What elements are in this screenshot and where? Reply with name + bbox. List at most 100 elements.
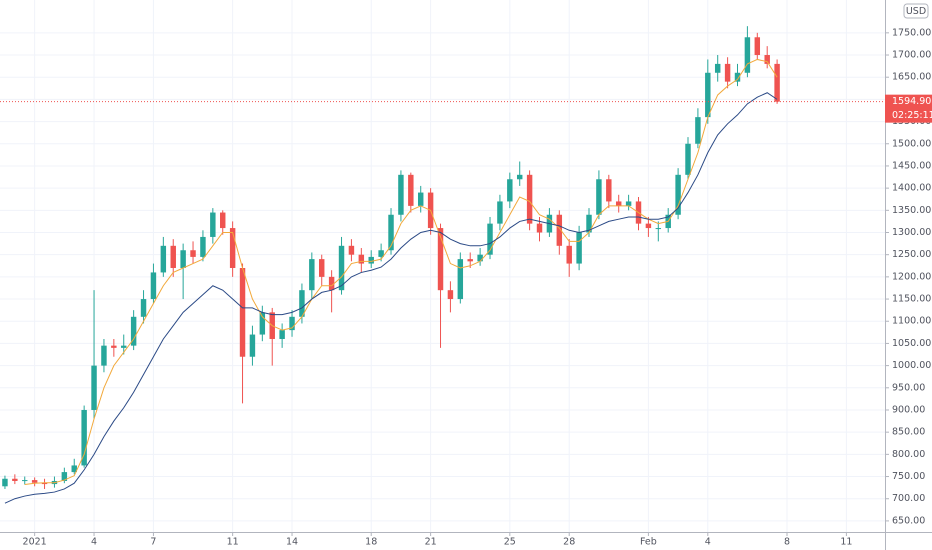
candle-body — [239, 267, 246, 357]
candle-body — [744, 37, 751, 73]
candle-body — [576, 232, 582, 264]
candle-body — [625, 201, 632, 206]
y-tick-label: 1450.00 — [892, 160, 931, 171]
candle-body — [586, 214, 592, 233]
candle-body — [348, 245, 355, 255]
currency-badge[interactable] — [903, 3, 929, 19]
x-tick-label: 8 — [784, 537, 790, 548]
candle-body — [220, 212, 226, 229]
candle-body — [764, 55, 770, 64]
candle-body — [130, 316, 137, 346]
last-price-box — [885, 94, 932, 123]
y-tick-label: 1700.00 — [892, 50, 931, 61]
candle-body — [328, 276, 335, 291]
y-tick-label: 800.00 — [892, 449, 925, 460]
y-tick-label: 1750.00 — [892, 27, 931, 38]
candle-body — [645, 223, 652, 229]
candle-body — [309, 259, 315, 291]
candle-body — [299, 290, 305, 317]
y-tick-label: 1250.00 — [892, 249, 931, 260]
x-tick-label: 28 — [563, 537, 575, 548]
y-tick-label: 1000.00 — [892, 360, 931, 371]
candle-body — [12, 478, 18, 481]
candle-body — [140, 299, 147, 317]
y-tick-label: 1100.00 — [892, 316, 931, 327]
x-tick-label: 11 — [227, 537, 239, 548]
y-tick-label: 750.00 — [892, 471, 925, 482]
y-tick-label: 1350.00 — [892, 205, 931, 216]
candle-body — [467, 259, 473, 262]
candle-body — [685, 143, 691, 175]
candle-body — [101, 345, 107, 366]
candle-body — [259, 312, 266, 335]
moving-average-line — [24, 58, 778, 486]
x-tick-label: 11 — [840, 537, 852, 548]
candle-body — [319, 259, 325, 277]
x-tick-label: 18 — [365, 537, 377, 548]
candle-body — [655, 228, 662, 230]
candle-body — [675, 174, 681, 215]
y-tick-label: 1200.00 — [892, 271, 931, 282]
candle-body — [556, 214, 563, 246]
candle-body — [61, 472, 68, 481]
candle-body — [91, 365, 97, 410]
candle-body — [378, 250, 384, 257]
last-price-label: 1594.90 — [892, 96, 931, 107]
candle-body — [754, 37, 761, 56]
candle-body — [497, 201, 503, 224]
candle-body — [31, 480, 38, 483]
candle-body — [121, 345, 127, 348]
y-tick-label: 1500.00 — [892, 138, 931, 149]
x-tick-label: 2021 — [23, 537, 47, 548]
candle-body — [150, 272, 157, 300]
y-tick-label: 1150.00 — [892, 294, 931, 305]
candle-body — [487, 223, 493, 255]
countdown-label: 02:25:11 — [892, 110, 932, 121]
candle-body — [695, 117, 701, 144]
candle-body — [408, 174, 414, 206]
candle-body — [606, 179, 612, 202]
y-tick-label: 700.00 — [892, 493, 925, 504]
candle-body — [477, 254, 483, 262]
candle-body — [526, 174, 533, 224]
candle-body — [447, 290, 454, 300]
y-tick-label: 1050.00 — [892, 338, 931, 349]
y-tick-label: 1300.00 — [892, 227, 931, 238]
candle-body — [724, 63, 731, 82]
x-tick-label: 21 — [425, 537, 437, 548]
candle-body — [338, 245, 345, 291]
candle-body — [566, 245, 572, 264]
candle-body — [71, 465, 77, 473]
candle-body — [516, 174, 523, 180]
currency-label: USD — [906, 6, 926, 17]
candle-body — [417, 192, 424, 206]
candle-body — [190, 250, 196, 257]
candle-body — [170, 245, 176, 268]
candle-body — [111, 345, 117, 348]
candle-body — [249, 334, 256, 357]
candle-body — [507, 179, 513, 202]
y-tick-label: 900.00 — [892, 404, 925, 415]
x-tick-label: Feb — [640, 537, 657, 548]
y-tick-label: 850.00 — [892, 427, 925, 438]
y-tick-label: 950.00 — [892, 382, 925, 393]
candle-body — [368, 256, 374, 264]
candle-body — [714, 63, 721, 73]
candle-body — [279, 330, 285, 339]
plot — [0, 26, 885, 504]
candle-body — [774, 63, 780, 102]
x-tick-label: 4 — [705, 537, 711, 548]
x-tick-label: 14 — [286, 537, 298, 548]
x-tick-label: 4 — [91, 537, 97, 548]
candle-body — [200, 236, 206, 257]
candle-body — [41, 482, 48, 485]
y-tick-label: 1400.00 — [892, 183, 931, 194]
candle-body — [210, 212, 216, 237]
candle-body — [457, 259, 464, 300]
candle-body — [596, 179, 602, 215]
y-tick-label: 1650.00 — [892, 72, 931, 83]
axes: 650.00 700.00 750.00 800.00 850.00 900.00 950.… — [23, 27, 932, 548]
